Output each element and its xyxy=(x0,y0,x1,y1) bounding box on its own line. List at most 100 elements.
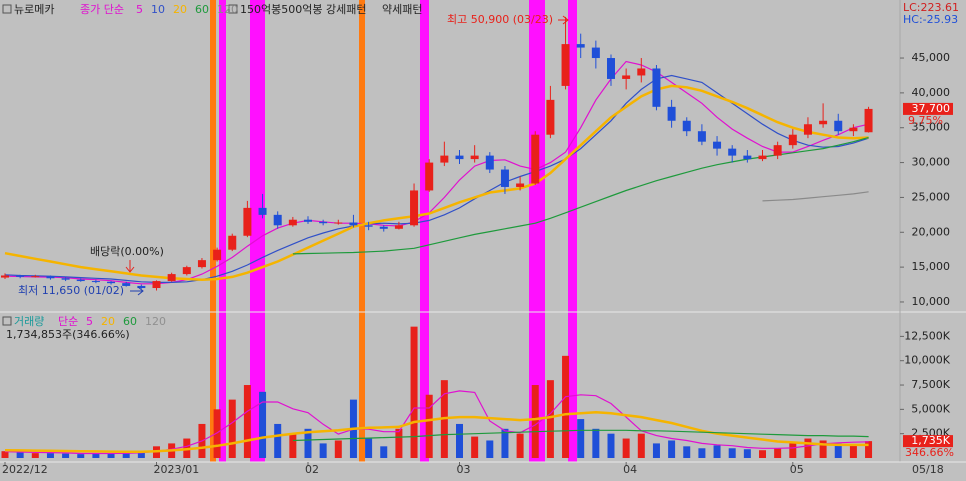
candle-body xyxy=(319,221,328,224)
x-tick-label: 04 xyxy=(623,463,637,476)
volume-bar xyxy=(486,440,494,458)
candle-body xyxy=(258,207,267,215)
change-label: 9.75% xyxy=(908,114,943,127)
candle-body xyxy=(819,120,828,125)
candle-body xyxy=(91,281,100,283)
candle-body xyxy=(697,131,706,142)
volume-summary: 1,734,853주(346.66%) xyxy=(6,328,130,341)
y-tick-label: 40,000 xyxy=(912,86,951,99)
candle-body xyxy=(531,134,540,184)
volume-bar xyxy=(380,446,388,458)
volume-bar xyxy=(516,433,524,458)
candle-body xyxy=(622,75,631,79)
y-tick-label: 35,000 xyxy=(912,121,951,134)
candle-body xyxy=(228,235,237,250)
volume-bar xyxy=(501,428,509,458)
candle-body xyxy=(1,275,9,278)
legend-entry: 10 xyxy=(151,3,165,16)
candle-body xyxy=(137,285,146,289)
signal-band xyxy=(250,0,265,462)
volume-bar xyxy=(122,452,130,458)
signal-band xyxy=(359,0,365,462)
x-tick-label: 05 xyxy=(790,463,804,476)
candle-body xyxy=(561,44,570,86)
ma-label: 종가 단순 xyxy=(80,3,124,16)
ma-line xyxy=(292,429,869,442)
y-tick-label: 20,000 xyxy=(912,225,951,238)
candle-body xyxy=(243,207,252,236)
candle-body xyxy=(485,155,494,170)
candle-body xyxy=(773,145,782,156)
volume-bar xyxy=(77,454,85,458)
candle-body xyxy=(440,155,449,163)
volume-bar xyxy=(46,453,54,458)
icon[interactable] xyxy=(228,4,238,14)
candle-body xyxy=(304,219,312,222)
candle-body xyxy=(394,225,403,229)
candle-body xyxy=(46,276,55,279)
volume-bar xyxy=(743,449,751,458)
volume-bar xyxy=(92,453,100,458)
ma-line xyxy=(4,411,869,453)
candle-body xyxy=(213,249,222,261)
candle-body xyxy=(849,127,858,132)
stock-name: 뉴로메카 xyxy=(14,3,54,16)
high-annotation: 최고 50,900 (03/23) xyxy=(447,13,553,26)
candle-body xyxy=(122,283,131,286)
candle-body xyxy=(167,274,176,282)
y-tick-label: 10,000K xyxy=(904,354,950,367)
volume-bar xyxy=(789,443,797,458)
icon[interactable] xyxy=(2,4,12,14)
legend-entry: 60 xyxy=(123,315,137,328)
candle-body xyxy=(410,190,419,226)
volume-bar xyxy=(698,448,706,458)
candle-body xyxy=(576,44,585,48)
candle-body xyxy=(425,162,434,191)
candle-body xyxy=(16,275,25,277)
last-price-box xyxy=(903,102,953,115)
indicator: LC:223.61 xyxy=(903,1,959,14)
volume-bar xyxy=(1,451,9,458)
volume-bar xyxy=(259,391,267,458)
volume-bar xyxy=(637,433,645,458)
volume-bar xyxy=(456,423,463,458)
volume-bar xyxy=(365,438,373,458)
candle-body xyxy=(364,225,373,227)
candle-body xyxy=(591,47,600,59)
volume-bar xyxy=(577,419,585,458)
candle-body xyxy=(379,226,388,229)
icon[interactable] xyxy=(2,316,12,326)
volume-bar xyxy=(410,326,418,458)
y-tick-label: 12,500K xyxy=(904,329,950,342)
volume-bar xyxy=(425,394,433,458)
volume-bar xyxy=(274,423,282,458)
x-tick-label: 02 xyxy=(305,463,319,476)
volume-bar xyxy=(31,453,39,458)
arrow xyxy=(558,15,569,25)
volume-bar xyxy=(804,438,812,458)
signal-band xyxy=(210,0,216,462)
candle-body xyxy=(152,281,161,289)
volume-bar xyxy=(819,440,827,458)
candle-body xyxy=(637,68,646,76)
volume-bar xyxy=(471,436,479,458)
volume-bar xyxy=(334,440,342,458)
pattern-label: 약세패턴 xyxy=(382,2,422,16)
y-tick-label: 25,000 xyxy=(912,190,951,203)
volume-bar xyxy=(728,448,736,458)
signal-band xyxy=(219,0,226,462)
volume-bar xyxy=(607,433,615,458)
volume-bar xyxy=(865,441,873,458)
volume-bar xyxy=(289,433,297,458)
candle-body xyxy=(713,141,722,149)
legend-entry: 5 xyxy=(86,315,93,328)
candle-body xyxy=(743,155,752,160)
candle-body xyxy=(182,267,191,275)
y-tick-label: 5,000K xyxy=(911,402,950,415)
y-tick-label: 15,000 xyxy=(912,260,951,273)
signal-band xyxy=(529,0,545,462)
candle-body xyxy=(31,276,40,278)
legend-entry: 20 xyxy=(173,3,187,16)
